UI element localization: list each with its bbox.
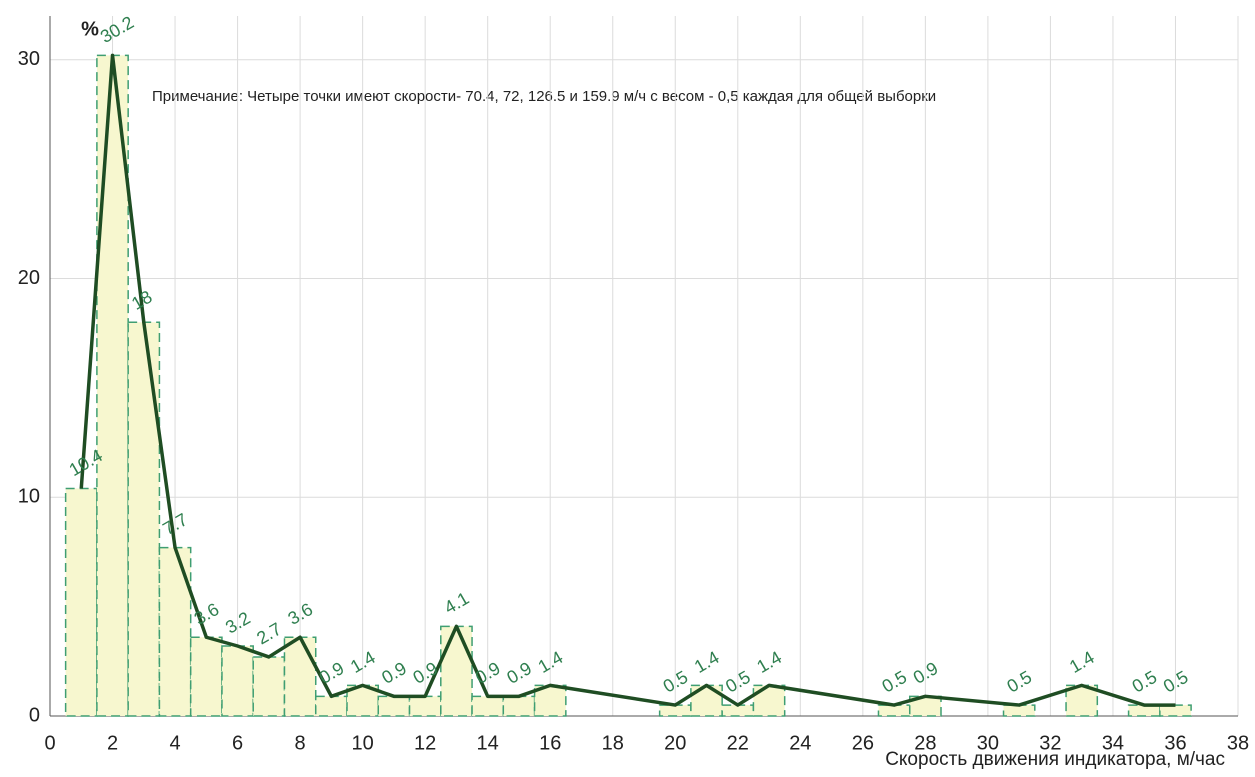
bar (127, 321, 161, 717)
bar (1159, 704, 1192, 717)
x-tick-label: 38 (1227, 732, 1249, 754)
data-label: 7.7 (159, 509, 191, 539)
note: Примечание: Четыре точки имеют скорости-… (152, 88, 936, 105)
data-label: 0.9 (378, 658, 410, 688)
data-label: 2.7 (253, 619, 285, 649)
data-label: 0.5 (722, 667, 754, 697)
bar (377, 695, 411, 717)
x-tick-label: 32 (1039, 732, 1061, 754)
bar (752, 684, 786, 717)
x-tick-label: 8 (295, 732, 306, 754)
data-label: 1.4 (347, 647, 379, 677)
bar (96, 54, 129, 717)
data-label: 0.9 (910, 658, 942, 688)
x-tick-label: 28 (914, 732, 936, 754)
x-tick-label: 2 (107, 732, 118, 754)
y-unit-label: % (81, 18, 99, 40)
data-label: 0.9 (316, 658, 348, 688)
bar (502, 695, 536, 717)
data-label: 0.9 (410, 658, 442, 688)
x-tick-label: 22 (727, 732, 749, 754)
data-label: 0.5 (878, 667, 910, 697)
data-label: 18 (128, 286, 155, 313)
bar (158, 546, 192, 717)
bar (314, 695, 348, 717)
data-label: 1.4 (1066, 647, 1098, 677)
bar (221, 645, 254, 717)
bar (690, 684, 723, 717)
y-tick-label: 10 (18, 486, 40, 508)
bar (64, 487, 98, 717)
data-label: 0.9 (503, 658, 535, 688)
x-tick-label: 4 (169, 732, 180, 754)
x-axis-label: Скорость движения индикатора, м/час (885, 749, 1225, 770)
y-tick-label: 0 (29, 704, 40, 726)
frequency-line (79, 53, 1176, 707)
bar (408, 695, 442, 717)
data-label: 4.1 (441, 588, 473, 618)
grid (49, 16, 1239, 717)
x-tick-label: 20 (664, 732, 686, 754)
x-tick-label: 18 (602, 732, 624, 754)
bar (252, 656, 286, 717)
data-label: 1.4 (753, 647, 785, 677)
x-tick-label: 36 (1164, 732, 1186, 754)
data-label: 3.2 (222, 608, 254, 638)
bar (440, 625, 473, 717)
x-tick-label: 12 (414, 732, 436, 754)
data-label: 30.2 (97, 12, 137, 47)
x-tick-label: 30 (977, 732, 999, 754)
data-label: 0.5 (1129, 667, 1161, 697)
bar (283, 636, 317, 717)
x-tick-label: 14 (477, 732, 499, 754)
y-tick-label: 20 (18, 267, 40, 289)
data-label: 0.9 (472, 658, 504, 688)
x-tick-label: 16 (539, 732, 561, 754)
data-label: 1.4 (691, 647, 723, 677)
x-tick-label: 0 (44, 732, 55, 754)
x-tick-label: 24 (789, 732, 811, 754)
y-tick-label: 30 (18, 48, 40, 70)
data-label: 0.5 (1004, 667, 1036, 697)
data-label: 3.6 (284, 599, 316, 629)
bar (189, 636, 223, 717)
x-tick-label: 10 (352, 732, 374, 754)
data-label: 1.4 (535, 647, 567, 677)
data-label: 0.5 (660, 667, 692, 697)
x-tick-label: 6 (232, 732, 243, 754)
data-label: 0.5 (1160, 667, 1192, 697)
x-tick-label: 34 (1102, 732, 1124, 754)
x-tick-label: 26 (852, 732, 874, 754)
bar (471, 695, 505, 717)
